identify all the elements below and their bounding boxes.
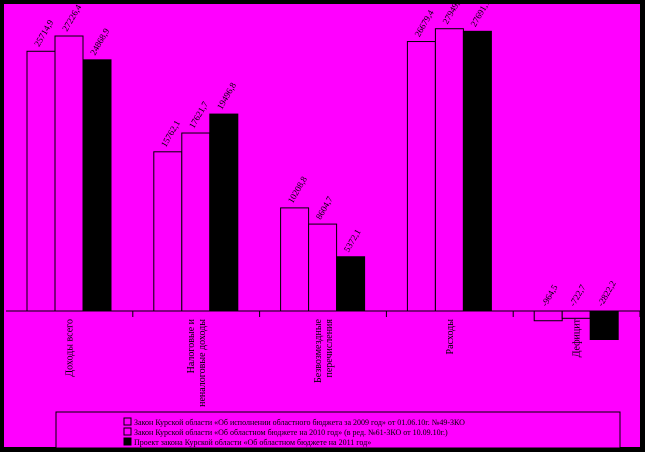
category-label-3: Безвозмездныеперечисления (313, 318, 335, 383)
bar-3-1 (82, 59, 112, 312)
category-labels-layer: Доходы всего Налоговые иненалоговые доход… (64, 318, 582, 407)
bar-3-3 (336, 256, 366, 312)
bar-1-1 (26, 50, 56, 312)
category-label-2: Налоговые иненалоговые доходы (186, 318, 208, 407)
legend-swatch-3 (123, 437, 132, 446)
legend: Закон Курской области «Об исполнении обл… (55, 411, 621, 449)
legend-swatch-1 (123, 417, 132, 426)
bar-2-3 (308, 223, 338, 312)
legend-swatch-2 (123, 427, 132, 436)
bar-1-2 (153, 151, 183, 312)
legend-label-2: Закон Курской области «Об областном бюдж… (134, 428, 448, 437)
category-label-5: Дефицит (572, 318, 583, 357)
bar-3-4 (462, 30, 492, 312)
bars-layer (26, 28, 619, 341)
category-label-1: Доходы всего (64, 319, 75, 377)
bar-2-2 (181, 132, 211, 312)
bar-3-2 (209, 113, 239, 312)
bar-1-5 (533, 310, 563, 322)
legend-label-3: Проект закона Курской области «Об област… (134, 438, 371, 447)
bar-2-5 (561, 310, 591, 319)
bar-1-4 (406, 41, 436, 312)
x-axis (6, 310, 641, 317)
legend-box (55, 411, 621, 449)
category-label-4: Расходы (445, 319, 456, 355)
bar-1-3 (280, 207, 310, 312)
bar-2-1 (54, 35, 84, 312)
bar-3-5 (589, 310, 619, 341)
bar-2-4 (434, 28, 464, 312)
legend-label-1: Закон Курской области «Об исполнении обл… (134, 418, 465, 427)
